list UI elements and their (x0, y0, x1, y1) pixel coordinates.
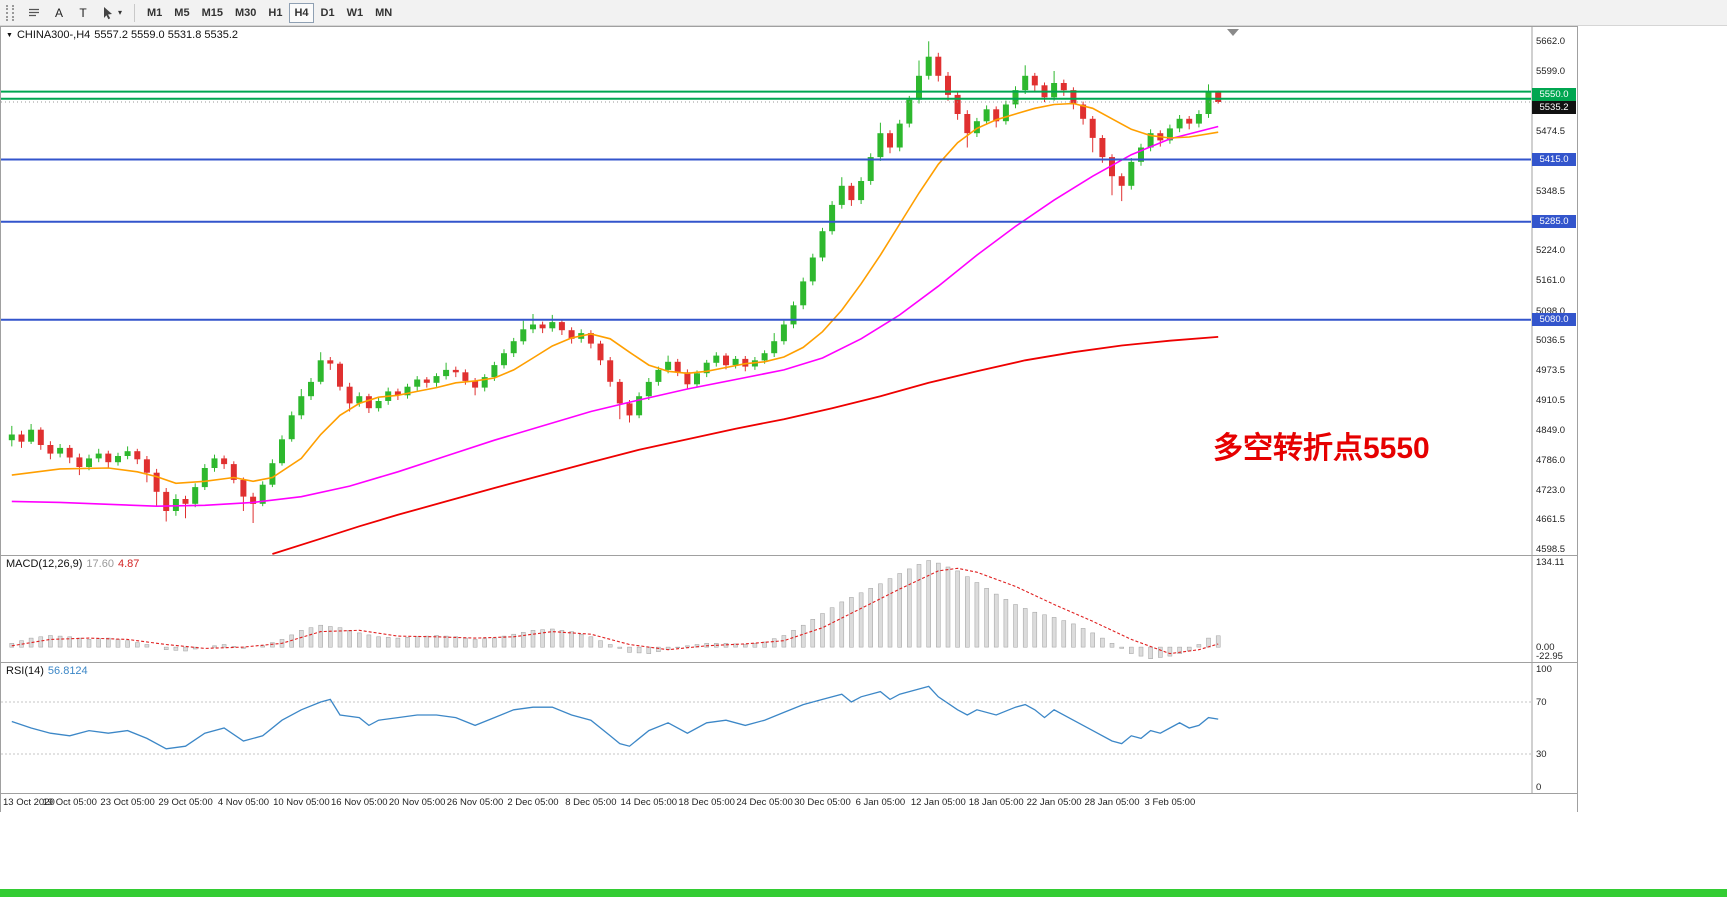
timeframe-h1-button[interactable]: H1 (263, 3, 287, 23)
macd-axis-label: 0.00 (1536, 641, 1555, 653)
time-axis-label: 30 Dec 05:00 (794, 797, 851, 808)
price-axis-label: 5224.0 (1536, 245, 1566, 257)
toolbar-separator (134, 3, 136, 22)
timeframe-d1-button[interactable]: D1 (316, 3, 340, 23)
time-axis-label: 10 Nov 05:00 (273, 797, 330, 808)
chevron-down-icon: ▾ (118, 8, 123, 17)
rsi-axis-label: 70 (1536, 696, 1547, 708)
rsi-axis-label: 100 (1536, 664, 1552, 675)
time-axis-label: 24 Dec 05:00 (736, 797, 793, 808)
t-tool-button[interactable]: T (72, 3, 94, 23)
time-axis-label: 18 Jan 05:00 (968, 797, 1024, 808)
time-axis-label: 19 Oct 05:00 (42, 797, 97, 808)
time-axis-label: 2 Dec 05:00 (507, 797, 559, 808)
time-axis-label: 29 Oct 05:00 (158, 797, 213, 808)
time-axis-label: 28 Jan 05:00 (1084, 797, 1140, 808)
price-axis-label: 4786.0 (1536, 454, 1566, 466)
price-axis-label: 4598.5 (1536, 544, 1566, 556)
time-axis-label: 4 Nov 05:00 (217, 797, 270, 808)
rsi-pane[interactable]: RSI(14) 56.8124 100 70 30 0 (1, 662, 1577, 793)
timeframe-mn-button[interactable]: MN (370, 3, 397, 23)
price-axis-label: 5036.5 (1536, 335, 1566, 346)
rsi-name: RSI(14) (6, 665, 44, 677)
cursor-icon (104, 6, 112, 19)
cursor-tool-dropdown[interactable]: ▾ (96, 3, 127, 23)
timeframe-h4-button[interactable]: H4 (289, 2, 314, 23)
toolbar: A T ▾ M1 M5 M15 M30 H1 H4 D1 W1 MN (0, 0, 1727, 26)
time-axis-label: 3 Feb 05:00 (1144, 797, 1196, 808)
macd-canvas[interactable] (1, 556, 1577, 662)
macd-main-value: 17.60 (86, 558, 114, 570)
timeframe-w1-button[interactable]: W1 (342, 3, 369, 23)
price-tag-5080.0: 5080.0 (1532, 313, 1576, 327)
price-chart-pane[interactable]: ▼ CHINA300-,H4 5557.2 5559.0 5531.8 5535.2… (1, 27, 1577, 555)
chart-text-annotation[interactable]: 多空转折点5550 (1213, 432, 1430, 465)
rsi-axis-label: 30 (1536, 748, 1547, 760)
time-axis-label: 22 Jan 05:00 (1026, 797, 1082, 808)
ohlc-values: 5557.2 5559.0 5531.8 5535.2 (94, 29, 239, 41)
bottom-green-bar (0, 889, 1727, 897)
time-axis-label: 18 Dec 05:00 (678, 797, 735, 808)
rsi-canvas[interactable] (1, 663, 1577, 793)
timeframe-m15-button[interactable]: M15 (197, 3, 228, 23)
timeframe-m30-button[interactable]: M30 (230, 3, 261, 23)
time-axis-label: 20 Nov 05:00 (388, 797, 446, 808)
toolbar-grip[interactable] (6, 4, 14, 21)
price-tag-5415.0: 5415.0 (1532, 152, 1576, 166)
macd-axis-label: -22.95 (1536, 651, 1563, 662)
timeframe-m1-button[interactable]: M1 (142, 3, 167, 23)
macd-pane[interactable]: MACD(12,26,9) 17.60 4.87 134.11 0.00 -22.95 (1, 555, 1577, 662)
collapse-triangle-icon: ▼ (6, 32, 13, 39)
timeframe-m5-button[interactable]: M5 (169, 3, 194, 23)
time-axis-label: 23 Oct 05:00 (100, 797, 155, 808)
time-axis-label: 14 Dec 05:00 (620, 797, 678, 808)
price-axis-label: 5098.0 (1536, 305, 1566, 317)
price-axis-label: 4849.0 (1536, 424, 1566, 436)
rsi-axis-label: 0 (1536, 782, 1542, 793)
time-axis[interactable]: 13 Oct 2020 19 Oct 05:00 23 Oct 05:00 29 Oc… (1, 793, 1577, 812)
price-axis-label: 4910.5 (1536, 395, 1566, 407)
time-axis-label: 8 Dec 05:00 (565, 797, 617, 808)
time-axis-label: 16 Nov 05:00 (330, 797, 388, 808)
price-tag-5285.0: 5285.0 (1532, 215, 1576, 229)
price-tag-5535.2: 5535.2 (1532, 101, 1576, 115)
price-tag-5550.0: 5550.0 (1532, 88, 1576, 102)
price-axis-label: 5662.0 (1536, 35, 1566, 47)
symbol-ohlc-label: ▼ CHINA300-,H4 5557.2 5559.0 5531.8 5535.2 (6, 29, 242, 41)
rsi-value: 56.8124 (47, 665, 88, 677)
time-axis-label: 26 Nov 05:00 (446, 797, 504, 808)
chart-area: ▼ CHINA300-,H4 5557.2 5559.0 5531.8 5535.2… (0, 26, 1578, 812)
price-axis-label: 5161.0 (1536, 275, 1566, 287)
macd-name: MACD(12,26,9) (6, 558, 83, 570)
chart-shift-marker-icon[interactable] (1227, 29, 1239, 36)
price-axis-label: 5599.0 (1536, 65, 1566, 77)
price-axis-label: 4723.0 (1536, 484, 1566, 496)
a-tool-button[interactable]: A (48, 3, 70, 23)
price-axis-label: 4661.5 (1536, 514, 1566, 526)
price-axis-label: 5348.5 (1536, 185, 1566, 197)
lines-tool-button[interactable] (22, 3, 46, 23)
lines-icon (29, 8, 39, 16)
price-axis-label: 4973.5 (1536, 365, 1566, 377)
rsi-label: RSI(14) 56.8124 (6, 665, 92, 677)
time-axis-label: 12 Jan 05:00 (910, 797, 966, 808)
time-axis-label: 6 Jan 05:00 (855, 797, 906, 808)
price-chart-canvas[interactable] (1, 27, 1577, 555)
price-axis-label: 5474.5 (1536, 125, 1566, 137)
macd-signal-value: 4.87 (117, 558, 140, 570)
time-axis-label: 13 Oct 2020 (3, 797, 55, 808)
macd-axis-label: 134.11 (1536, 557, 1565, 568)
macd-label: MACD(12,26,9) 17.60 4.87 (6, 558, 143, 570)
symbol-name: CHINA300-,H4 (16, 29, 91, 41)
timeframe-button-group: M1 M5 M15 M30 H1 H4 D1 W1 MN (141, 2, 398, 23)
